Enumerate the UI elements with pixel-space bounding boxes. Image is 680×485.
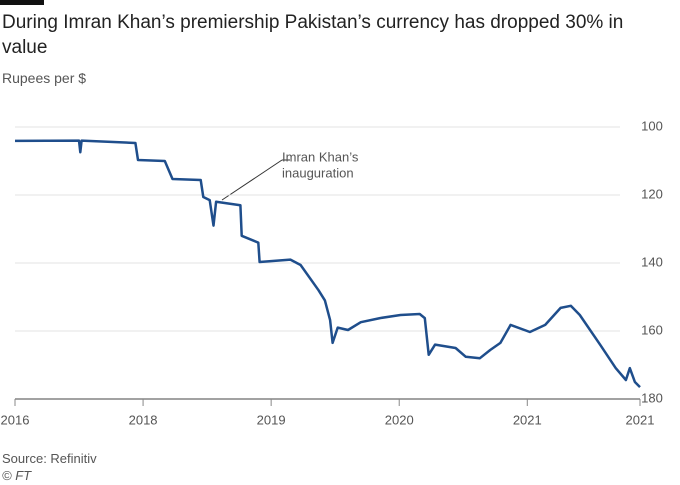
line xyxy=(14,139,641,388)
x-tick-label: 2021 xyxy=(513,412,542,427)
y-tick-label: 180 xyxy=(641,390,663,405)
brand-bar xyxy=(0,0,44,5)
x-tick-label: 2020 xyxy=(385,412,414,427)
annotation: Imran Khan’s xyxy=(282,149,359,164)
annotation: inauguration xyxy=(282,165,354,180)
x-tick-label: 2021 xyxy=(626,412,655,427)
x-tick-label: 2018 xyxy=(129,412,158,427)
source: Source: Refinitiv xyxy=(2,451,97,466)
y-tick-label: 140 xyxy=(641,254,663,269)
y-tick-label: 160 xyxy=(641,322,663,337)
annotation-leader xyxy=(221,159,283,201)
chart-title: During Imran Khan’s premiership Pakistan… xyxy=(2,12,624,58)
y-tick-label: 120 xyxy=(641,186,663,201)
x-tick-label: 2019 xyxy=(257,412,286,427)
x-tick-label: 2016 xyxy=(1,412,30,427)
y-tick-label: 100 xyxy=(641,118,663,133)
chart-subtitle: Rupees per $ xyxy=(2,70,87,86)
credit: © FT xyxy=(2,468,32,483)
